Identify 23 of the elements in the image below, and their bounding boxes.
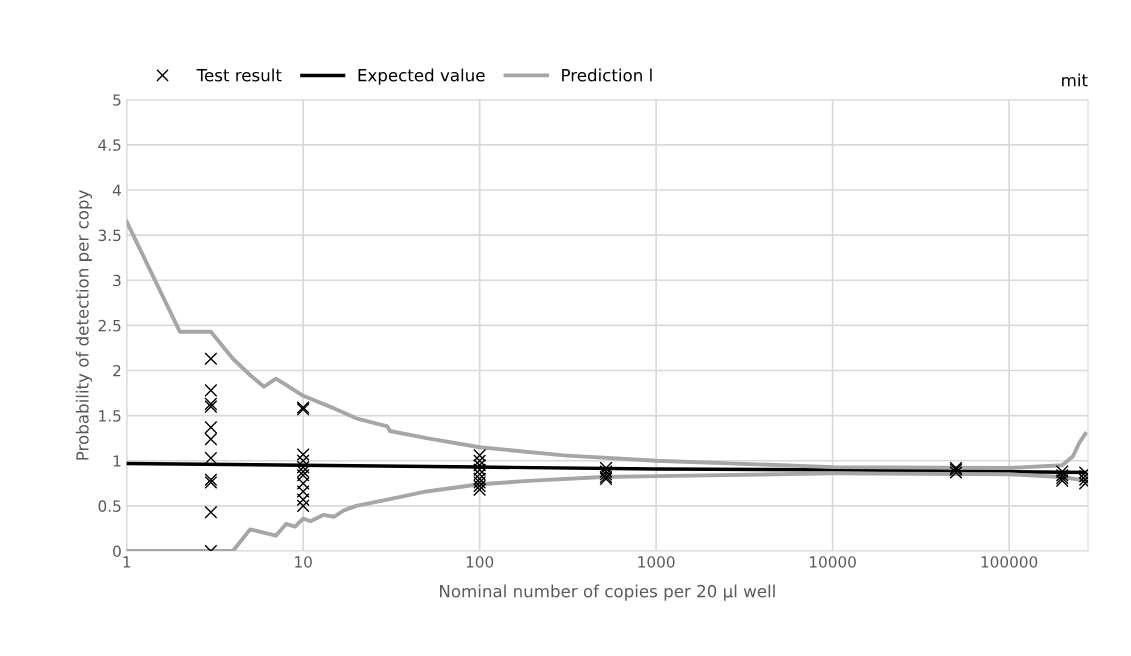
- x-axis-title: Nominal number of copies per 20 µl well: [440, 584, 775, 601]
- text: mit: [1062, 73, 1088, 87]
- x-tick-label: 10: [295, 556, 312, 568]
- y-axis-title: Probability of detection per copy: [75, 190, 92, 460]
- x-tick-label: 1000: [638, 556, 675, 568]
- x-tick-label: 1: [123, 556, 131, 568]
- x-tick-label: 100000: [981, 556, 1038, 568]
- legend-label: Prediction l: [562, 68, 652, 82]
- x-tick-label: 10000: [809, 556, 856, 568]
- y-tick-label: 3.5: [98, 229, 121, 242]
- y-tick-label: 0.5: [98, 500, 121, 512]
- y-tick-label: 4.5: [98, 139, 121, 151]
- y-tick-label: 1: [113, 455, 121, 467]
- y-tick-label: 2: [113, 364, 121, 377]
- y-tick-label: 2.5: [98, 319, 121, 332]
- x-tick-label: 100: [466, 556, 494, 568]
- y-tick-label: 4: [112, 184, 121, 196]
- y-tick-label: 3: [113, 274, 121, 287]
- legend-label: Test result: [196, 68, 282, 82]
- y-tick-label: 1.5: [99, 410, 121, 422]
- y-tick-label: 0: [113, 545, 121, 558]
- legend-label: Expected value: [358, 68, 485, 85]
- y-tick-label: 5: [113, 94, 121, 106]
